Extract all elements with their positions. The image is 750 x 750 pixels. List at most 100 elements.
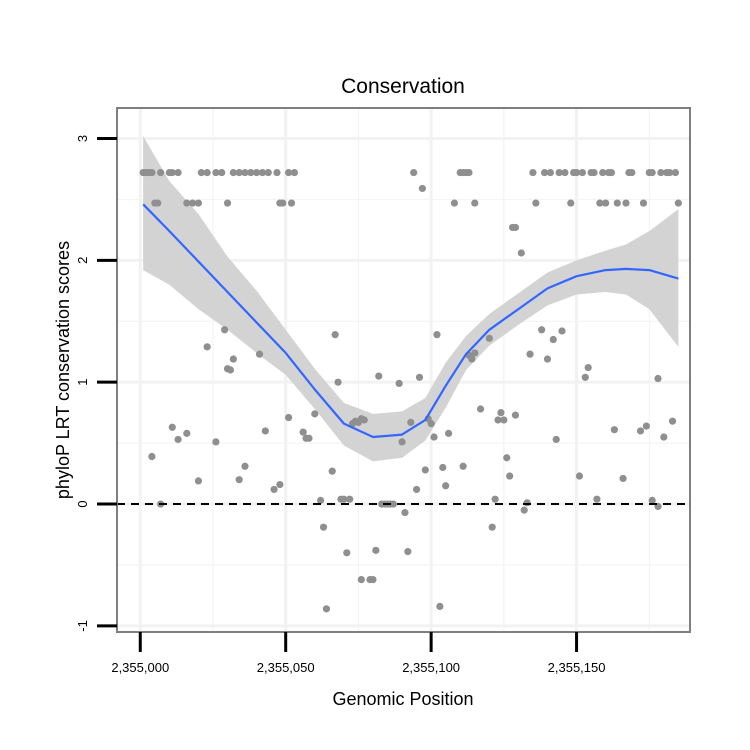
data-point [444, 429, 453, 437]
confidence-ribbon [143, 136, 679, 462]
data-point [552, 435, 560, 444]
data-point [360, 416, 368, 424]
data-point [674, 199, 682, 207]
data-point [229, 355, 237, 363]
data-point [253, 168, 261, 177]
data-point [334, 378, 342, 386]
data-point [398, 438, 406, 446]
data-point [270, 485, 278, 494]
data-point [328, 467, 336, 475]
x-axis-title: Genomic Position [332, 689, 473, 709]
data-point [343, 549, 351, 557]
data-point [340, 495, 348, 503]
x-tick-label: 2,355,100 [402, 660, 460, 675]
data-point [575, 472, 584, 480]
data-point [433, 331, 441, 339]
data-point [203, 168, 211, 177]
data-point [602, 199, 610, 207]
data-point [468, 355, 476, 363]
data-point [506, 472, 514, 480]
data-point [471, 199, 479, 207]
data-point [273, 168, 281, 177]
data-point [319, 523, 328, 531]
data-point [503, 454, 511, 462]
data-point [305, 434, 313, 442]
data-point [203, 343, 211, 351]
data-point [285, 413, 293, 422]
data-point [529, 168, 537, 177]
data-point [511, 223, 520, 232]
data-point [500, 416, 508, 424]
data-point [412, 485, 421, 494]
y-tick-label: 3 [75, 135, 90, 142]
data-point [657, 168, 665, 177]
data-point [546, 168, 554, 177]
data-point [485, 334, 493, 342]
confidence-ribbon-layer [143, 136, 679, 462]
data-point [436, 602, 444, 611]
data-point [596, 199, 604, 207]
data-point [497, 409, 505, 417]
data-point [418, 184, 427, 193]
data-point [407, 418, 415, 426]
data-point [581, 373, 589, 381]
data-point [593, 495, 601, 503]
data-point [223, 199, 232, 207]
data-point [648, 168, 656, 177]
data-point [465, 168, 473, 177]
y-axis-title: phyloP LRT conservation scores [53, 241, 73, 499]
data-point [549, 335, 557, 344]
data-point [543, 355, 552, 363]
data-point [520, 506, 528, 514]
data-point [404, 547, 412, 556]
data-point [599, 168, 607, 177]
data-point [567, 199, 575, 207]
data-point [174, 435, 182, 444]
data-point [491, 495, 499, 503]
data-point [395, 379, 403, 388]
data-point [357, 576, 365, 584]
data-point [317, 496, 325, 504]
data-point [194, 477, 203, 485]
data-point [168, 168, 176, 177]
data-point [532, 199, 540, 207]
data-point [229, 168, 237, 177]
data-point [578, 168, 586, 177]
data-point [476, 405, 485, 413]
data-point [241, 462, 249, 470]
data-point [648, 496, 656, 504]
data-point [584, 363, 592, 372]
x-tick-label: 2,355,050 [257, 660, 315, 675]
data-point [183, 199, 191, 207]
data-point [168, 423, 176, 431]
data-point [590, 168, 598, 177]
data-point [622, 199, 630, 207]
data-point [194, 199, 203, 207]
data-point [613, 199, 621, 207]
data-point [628, 168, 636, 177]
data-point [572, 168, 581, 177]
data-point [372, 546, 380, 554]
data-point [299, 428, 307, 436]
data-point [654, 374, 662, 383]
data-point [279, 199, 287, 207]
data-point [538, 326, 546, 334]
data-point [183, 429, 191, 437]
y-axis: -1 0 1 2 3 [75, 135, 117, 632]
x-tick-label: 2,355,000 [111, 660, 169, 675]
data-point [439, 463, 447, 472]
data-point [666, 168, 674, 177]
data-point [174, 168, 182, 177]
data-point [410, 168, 418, 177]
data-point [555, 168, 563, 177]
panel-border [116, 107, 691, 633]
y-tick-label: 0 [75, 500, 90, 507]
data-point [212, 168, 220, 177]
data-point [154, 199, 162, 207]
data-point [427, 420, 435, 428]
y-tick-label: 1 [75, 379, 90, 386]
data-point [430, 433, 438, 441]
data-point [523, 499, 531, 507]
data-point [218, 168, 226, 177]
